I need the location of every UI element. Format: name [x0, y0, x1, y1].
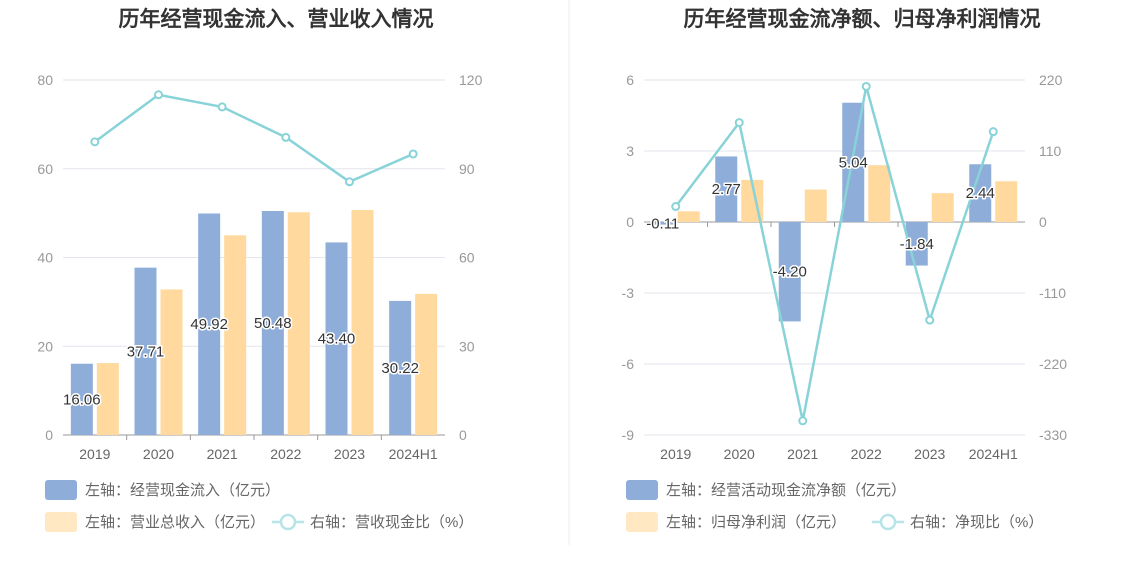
y-left-tick-label: 0 [626, 214, 634, 230]
line-point [798, 416, 808, 426]
legend-label: 右轴：净现比（%） [910, 514, 1043, 531]
data-label: -1.84 [900, 236, 934, 253]
y-right-tick-label: 0 [1039, 214, 1047, 230]
data-label: -4.20 [773, 264, 807, 281]
data-label: 49.92 [190, 316, 228, 333]
x-tick-label: 2019 [660, 446, 691, 462]
line-point [988, 127, 998, 137]
data-label: 30.22 [381, 360, 419, 377]
legend-label: 左轴：经营现金流入（亿元） [85, 482, 280, 499]
line-point [154, 90, 163, 100]
bar [778, 222, 801, 322]
chart-title: 历年经营现金流净额、归母净利润情况 [684, 7, 1041, 31]
x-tick-label: 2021 [207, 446, 238, 462]
legend-swatch-bar [626, 480, 658, 500]
y-right-tick-label: -220 [1039, 356, 1067, 372]
y-right-tick-label: 110 [1039, 143, 1062, 159]
line-point [408, 149, 418, 159]
y-right-tick-label: 220 [1039, 72, 1063, 88]
x-tick-label: 2022 [851, 446, 882, 462]
x-tick-label: 2023 [334, 446, 365, 462]
y-left-tick-label: 3 [626, 143, 634, 159]
bar [969, 164, 992, 222]
y-left-tick-label: -3 [622, 285, 635, 301]
bar [415, 293, 438, 435]
data-label: 37.71 [127, 343, 165, 360]
line-series [674, 86, 995, 422]
x-tick-label: 2024H1 [389, 446, 438, 462]
data-label: 5.04 [839, 154, 868, 171]
y-right-tick-label: 90 [459, 161, 475, 177]
bar [389, 300, 412, 435]
line-point [217, 102, 227, 112]
x-tick-label: 2020 [143, 446, 174, 462]
line-point [281, 132, 291, 142]
data-label: 43.40 [318, 331, 356, 348]
data-label: 16.06 [63, 391, 101, 408]
legend-label: 左轴：经营活动现金流净额（亿元） [666, 482, 906, 499]
legend-swatch-bar [626, 512, 658, 532]
y-right-tick-label: 30 [459, 338, 475, 354]
x-tick-label: 2019 [79, 446, 110, 462]
bar [134, 267, 157, 435]
bar [677, 211, 700, 222]
chart-panel-net-cash-profit: 历年经营现金流净额、归母净利润情况 -9 -6 -3 0 3 6 -330 -220 -110 0 1… [622, 7, 1067, 532]
legend-swatch-marker [279, 513, 297, 531]
line-series [94, 93, 414, 184]
y-left-tick-label: 20 [37, 338, 53, 354]
bar [931, 193, 954, 222]
bar [995, 181, 1018, 222]
chart-panel-cash-inflow-revenue: 历年经营现金流入、营业收入情况 0 20 40 60 80 0 30 60 90 120 2019 20… [37, 7, 483, 532]
legend-label: 左轴：营业总收入（亿元） [85, 514, 265, 531]
bar [651, 222, 674, 225]
x-tick-label: 2024H1 [969, 446, 1018, 462]
legend-swatch-bar [45, 512, 77, 532]
line-point [345, 177, 354, 187]
bar [804, 189, 827, 222]
y-right-tick-label: -330 [1039, 427, 1067, 443]
y-left-tick-label: 6 [626, 72, 634, 88]
legend-label: 右轴：营收现金比（%） [310, 514, 473, 531]
y-left-tick-label: 60 [37, 161, 53, 177]
data-label: 2.44 [966, 185, 995, 202]
y-right-tick-label: 60 [459, 250, 475, 266]
bar [70, 363, 93, 435]
bar [287, 212, 310, 435]
x-tick-label: 2022 [270, 446, 301, 462]
bar [261, 210, 284, 435]
bar [715, 156, 738, 222]
bar [224, 235, 247, 435]
bar [868, 165, 891, 222]
y-left-tick-label: 0 [45, 427, 53, 443]
legend-swatch-bar [45, 480, 77, 500]
bar [160, 289, 183, 435]
legend-swatch-marker [879, 513, 897, 531]
line-point [925, 315, 935, 325]
legend-label: 左轴：归母净利润（亿元） [666, 514, 846, 531]
line-point [861, 81, 871, 91]
data-label: -0.11 [646, 215, 679, 232]
y-right-tick-label: 120 [459, 72, 483, 88]
chart-title: 历年经营现金流入、营业收入情况 [119, 7, 434, 31]
x-tick-label: 2021 [787, 446, 818, 462]
bar [325, 242, 348, 435]
x-tick-label: 2023 [914, 446, 945, 462]
line-point [734, 118, 744, 128]
y-left-tick-label: 40 [37, 250, 53, 266]
bar [96, 363, 119, 435]
data-label: 2.77 [712, 181, 741, 198]
line-point [671, 202, 681, 212]
y-right-tick-label: 0 [459, 427, 467, 443]
bar [198, 213, 221, 435]
line-point [90, 137, 100, 147]
y-left-tick-label: -6 [622, 356, 635, 372]
bar [351, 210, 374, 435]
data-label: 50.48 [254, 315, 292, 332]
x-tick-label: 2020 [724, 446, 755, 462]
y-right-tick-label: -110 [1039, 285, 1066, 301]
y-left-tick-label: 80 [37, 72, 53, 88]
y-left-tick-label: -9 [622, 427, 635, 443]
